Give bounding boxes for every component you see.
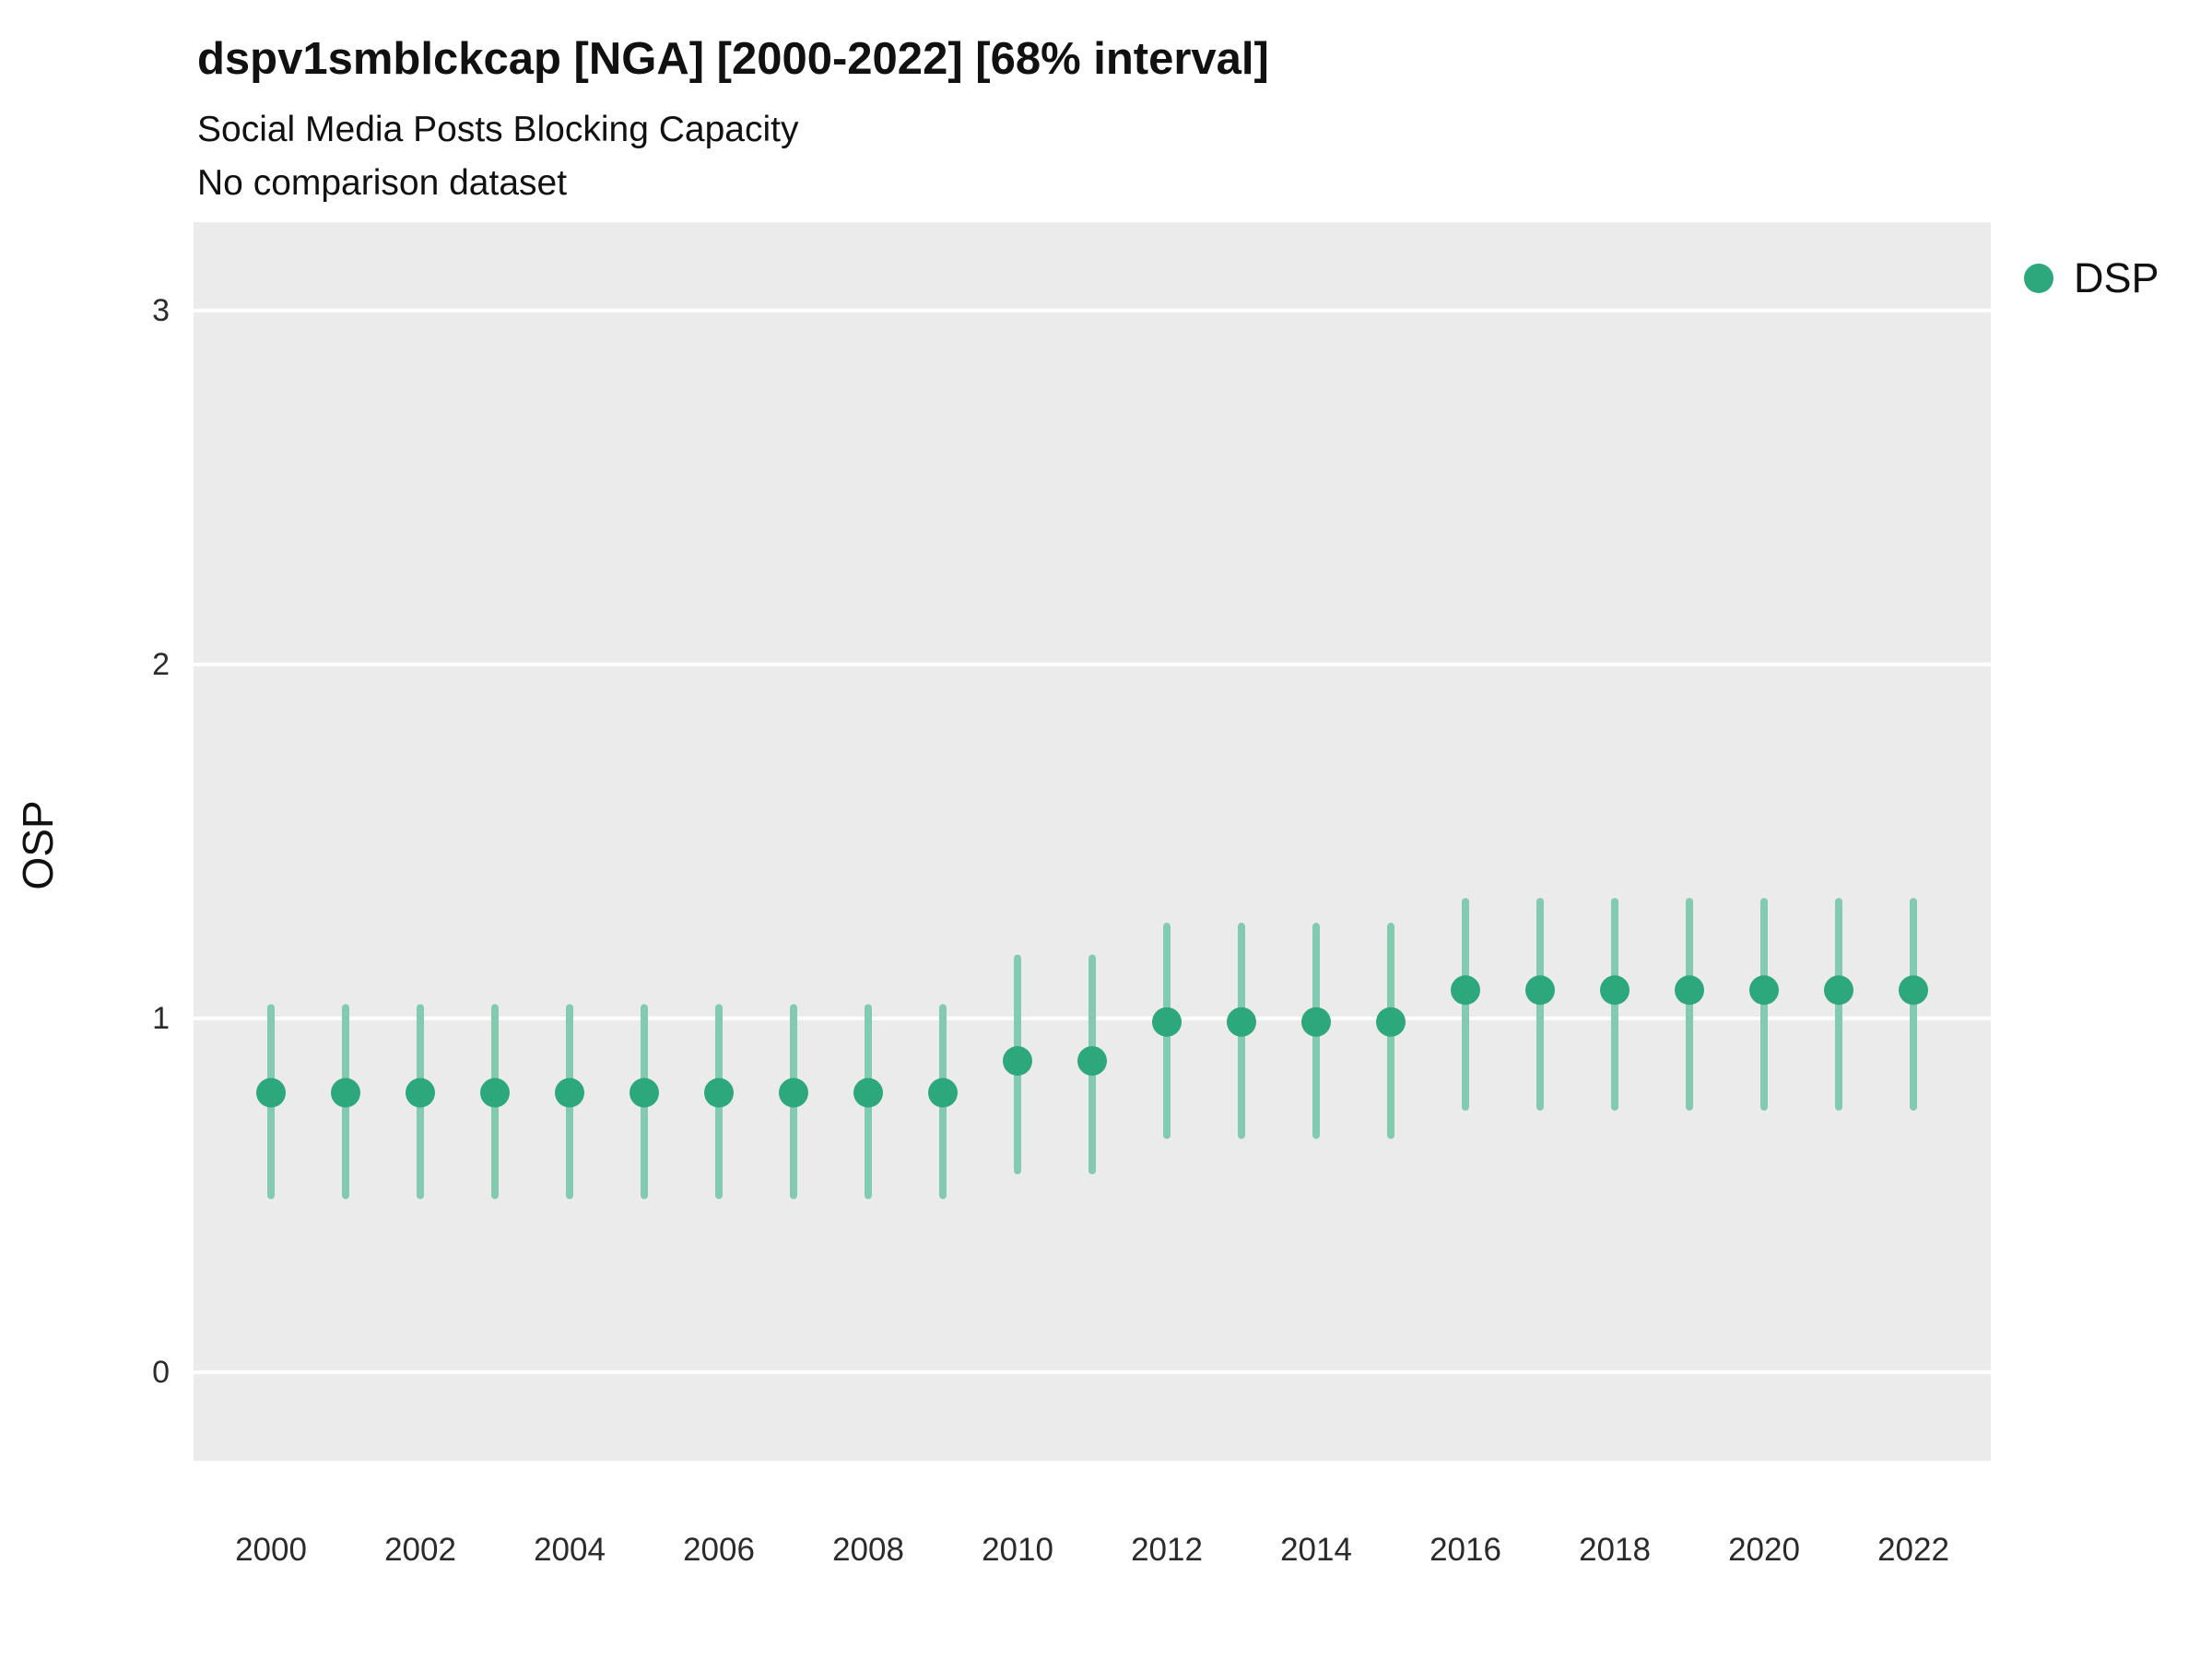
x-tick-label-2014: 2014 bbox=[1280, 1532, 1352, 1568]
data-point-2016 bbox=[1451, 975, 1480, 1006]
x-tick-label-2018: 2018 bbox=[1579, 1532, 1651, 1568]
data-point-2003 bbox=[480, 1077, 510, 1108]
data-point-2013 bbox=[1227, 1006, 1256, 1037]
data-point-2012 bbox=[1152, 1006, 1182, 1037]
x-tick-label-2020: 2020 bbox=[1728, 1532, 1800, 1568]
data-point-2008 bbox=[853, 1077, 883, 1108]
data-point-2019 bbox=[1675, 975, 1704, 1006]
x-tick-label-2004: 2004 bbox=[534, 1532, 606, 1568]
data-point-2010 bbox=[1003, 1046, 1032, 1077]
data-point-2017 bbox=[1525, 975, 1555, 1006]
data-point-2020 bbox=[1749, 975, 1779, 1006]
y-tick-label-0: 0 bbox=[152, 1355, 170, 1390]
x-tick-label-2006: 2006 bbox=[683, 1532, 755, 1568]
data-point-2011 bbox=[1077, 1046, 1107, 1077]
plot-panel bbox=[194, 222, 1991, 1461]
data-point-2005 bbox=[629, 1077, 659, 1108]
legend: DSP bbox=[2024, 254, 2159, 302]
x-tick-label-2022: 2022 bbox=[1877, 1532, 1949, 1568]
x-tick-label-2002: 2002 bbox=[384, 1532, 456, 1568]
data-point-2015 bbox=[1376, 1006, 1406, 1037]
data-point-2007 bbox=[779, 1077, 808, 1108]
legend-label: DSP bbox=[2074, 254, 2159, 301]
data-point-2001 bbox=[331, 1077, 360, 1108]
data-point-2022 bbox=[1899, 975, 1928, 1006]
data-point-2004 bbox=[555, 1077, 584, 1108]
data-point-2002 bbox=[406, 1077, 435, 1108]
chart-subtitle: Social Media Posts Blocking Capacity bbox=[197, 110, 799, 149]
y-tick-label-3: 3 bbox=[152, 293, 170, 328]
data-point-2014 bbox=[1301, 1006, 1331, 1037]
x-tick-label-2000: 2000 bbox=[235, 1532, 307, 1568]
data-point-2018 bbox=[1600, 975, 1630, 1006]
x-tick-label-2010: 2010 bbox=[982, 1532, 1053, 1568]
data-point-2006 bbox=[704, 1077, 734, 1108]
legend-point-icon bbox=[2024, 264, 2053, 293]
y-tick-label-2: 2 bbox=[152, 647, 170, 682]
chart-header: dspv1smblckcap [NGA] [2000-2022] [68% in… bbox=[197, 33, 1269, 209]
y-tick-label-1: 1 bbox=[152, 1001, 170, 1036]
y-axis-label: OSP bbox=[14, 800, 62, 890]
data-point-2021 bbox=[1824, 975, 1853, 1006]
x-tick-label-2016: 2016 bbox=[1430, 1532, 1501, 1568]
x-tick-label-2012: 2012 bbox=[1131, 1532, 1203, 1568]
data-point-2009 bbox=[928, 1077, 958, 1108]
plot-canvas bbox=[194, 309, 1991, 1374]
data-point-2000 bbox=[256, 1077, 286, 1108]
chart-title: dspv1smblckcap [NGA] [2000-2022] [68% in… bbox=[197, 34, 1269, 84]
chart-note: No comparison dataset bbox=[197, 162, 568, 203]
x-tick-label-2008: 2008 bbox=[832, 1532, 904, 1568]
